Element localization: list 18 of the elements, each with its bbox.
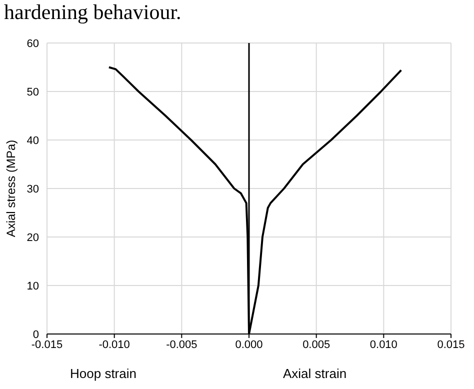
x-tick-label: 0.005 bbox=[302, 338, 330, 351]
text: Axial strain bbox=[283, 366, 347, 381]
x-tick-label: -0.015 bbox=[31, 338, 63, 351]
text: hardening behaviour. bbox=[4, 0, 182, 25]
x-tick-label: 0.000 bbox=[235, 338, 263, 351]
y-axis-title: Axial stress (MPa) bbox=[4, 140, 18, 238]
x-tick-label: 0.010 bbox=[370, 338, 398, 351]
x-tick-label: -0.005 bbox=[166, 338, 198, 351]
text: Hoop strain bbox=[70, 366, 136, 381]
y-tick-label: 30 bbox=[26, 183, 39, 196]
y-tick-label: 40 bbox=[26, 134, 39, 147]
x-tick-label: 0.015 bbox=[437, 338, 465, 351]
y-tick-label: 60 bbox=[26, 38, 39, 50]
y-tick-label: 20 bbox=[26, 232, 39, 244]
y-tick-label: 50 bbox=[26, 86, 39, 98]
y-tick-label: 0 bbox=[32, 328, 39, 341]
y-tick-label: 10 bbox=[26, 280, 39, 292]
x-tick-label: -0.010 bbox=[98, 338, 130, 351]
